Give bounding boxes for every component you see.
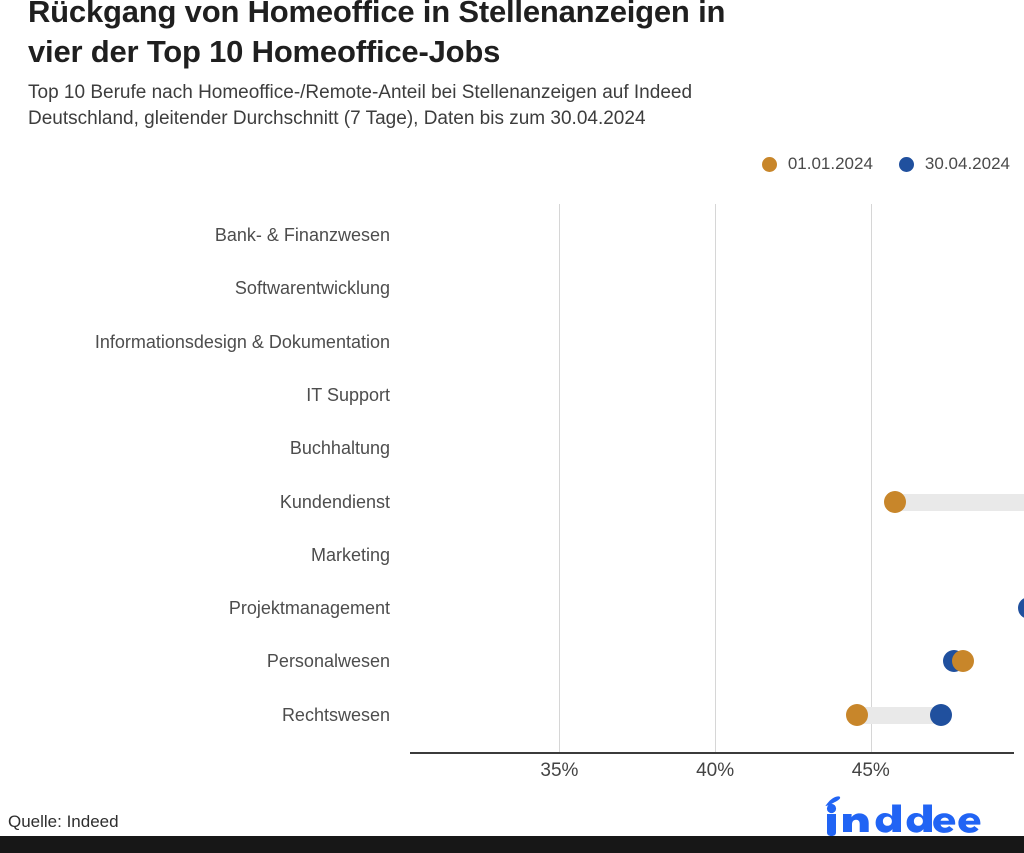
chart-row: IT Support (306, 369, 1014, 422)
legend-dot-start-icon (761, 156, 777, 172)
source-note: Quelle: Indeed (8, 812, 119, 831)
chart-row: Informationsdesign & Dokumentation (95, 316, 1014, 369)
chart-row: Bank- & Finanzwesen (215, 209, 1014, 262)
category-label: Projektmanagement (228, 598, 390, 619)
category-label: Bank- & Finanzwesen (214, 225, 390, 245)
x-tick-label: 45% (851, 760, 890, 781)
page-subtitle: Top 10 Berufe nach Homeoffice-/Remote-An… (28, 82, 693, 129)
data-point-start (846, 703, 869, 726)
dumbbell-chart: Bank- & Finanzwesen Softwarentwicklung Inf… (0, 196, 1024, 752)
category-label: Rechtswesen (281, 704, 390, 725)
legend-label-end: 30.04.2024 (924, 154, 1010, 173)
footer-rule (0, 836, 1024, 853)
legend-dot-end-icon (898, 156, 914, 172)
plot-area: Bank- & Finanzwesen Softwarentwicklung Inf… (95, 196, 1024, 752)
legend-label-start: 01.01.2024 (787, 154, 873, 173)
gridline-40% (715, 204, 717, 752)
x-tick-label: 35% (540, 760, 579, 781)
gridline-35% (559, 204, 561, 752)
chart-row: Projektmanagement (229, 582, 1024, 635)
category-label: Buchhaltung (289, 438, 390, 459)
category-label: Informationsdesign & Dokumentation (94, 331, 390, 352)
chart-row: Softwarentwicklung (235, 262, 1014, 315)
x-axis-line (410, 752, 1014, 754)
category-label: Personalwesen (266, 651, 390, 672)
legend-item-start: 01.01.2024 (761, 154, 873, 174)
chart-row: Personalwesen (267, 635, 1014, 688)
indeed-logo (816, 790, 986, 836)
data-point-end (930, 703, 953, 726)
data-point-end (1017, 597, 1024, 620)
category-label: Softwarentwicklung (234, 278, 390, 299)
gridline-45% (870, 204, 872, 752)
chart-row: Kundendienst (280, 476, 1024, 529)
data-point-start (883, 490, 906, 513)
data-point-start (952, 650, 975, 673)
category-label: Kundendienst (279, 491, 390, 512)
legend-item-end: 30.04.2024 (898, 154, 1010, 174)
category-label: Marketing (310, 544, 390, 565)
chart-row: Buchhaltung (290, 422, 1014, 475)
chart-legend: 01.01.2024 30.04.2024 (761, 154, 1010, 174)
page-title: Rückgang von Homeoffice in Stellenanzeig… (28, 0, 726, 69)
x-tick-label: 40% (696, 760, 735, 781)
category-label: IT Support (306, 384, 390, 405)
chart-row: Marketing (311, 529, 1014, 582)
connector-bar (885, 493, 1024, 511)
chart-row: Rechtswesen (282, 689, 1014, 742)
connector-bar (848, 706, 951, 724)
